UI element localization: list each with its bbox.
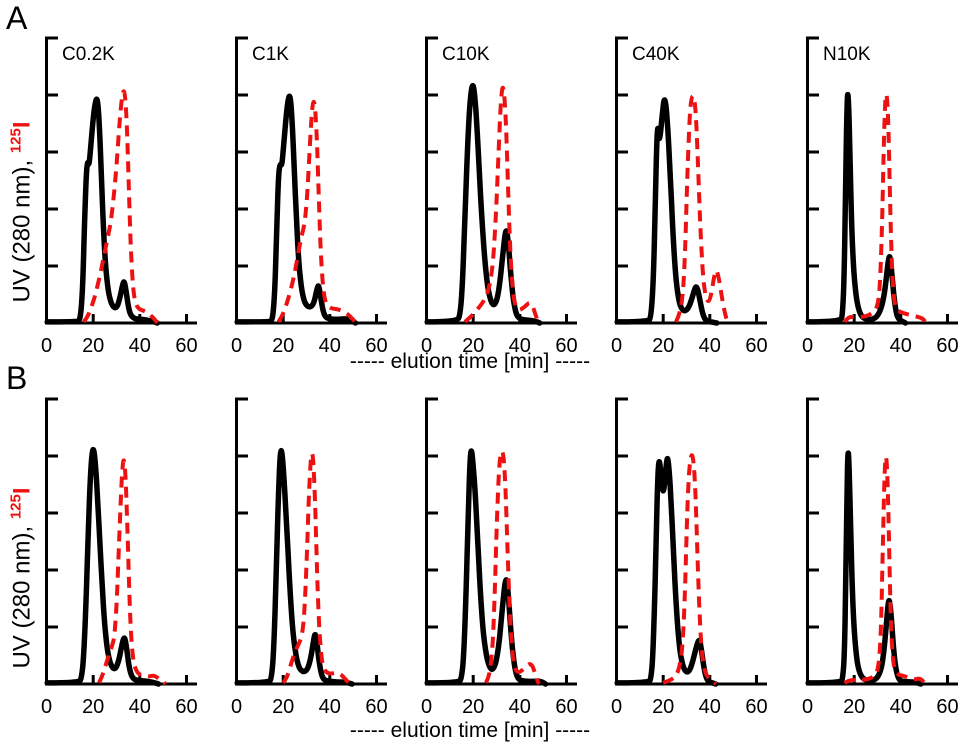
x-tick-label: 60 [936, 696, 958, 718]
x-tick-label: 0 [231, 696, 242, 718]
y-axis-label-iodine: I [8, 121, 36, 129]
x-tick-label: 60 [936, 335, 958, 357]
x-tick-label: 40 [699, 696, 721, 718]
y-axis-label-uv: UV (280 nm), [8, 519, 36, 669]
x-tick-label: 40 [319, 696, 341, 718]
y-axis-label-row-b: UV (280 nm), 125I [8, 487, 37, 668]
x-tick-label: 20 [652, 335, 674, 357]
x-tick-label: 60 [365, 335, 387, 357]
x-tick-label: 20 [272, 335, 294, 357]
x-tick-label: 0 [231, 335, 242, 357]
x-tick-label: 40 [699, 335, 721, 357]
x-tick-label: 40 [319, 335, 341, 357]
panel-title: C1K [252, 44, 289, 65]
x-tick-label: 20 [843, 335, 865, 357]
x-tick-label: 0 [421, 696, 432, 718]
plot-a-n10k: N10K 0 20 40 60 [802, 36, 959, 357]
x-axis-label-row-b: ----- elution time [min] ----- [349, 719, 591, 742]
x-tick-label: 20 [843, 696, 865, 718]
x-tick-label: 0 [421, 335, 432, 357]
panel-title: C10K [442, 44, 490, 65]
y-axis-label-iodine: I [8, 487, 36, 495]
x-tick-label: 40 [890, 696, 912, 718]
panel-b-label: B [6, 360, 28, 396]
x-tick-label: 20 [462, 335, 484, 357]
panel-title: C40K [632, 44, 680, 65]
plot-b-c0.2k: 0 20 40 60 [41, 397, 198, 718]
plot-a-c10k: C10K 0 20 40 60 [421, 36, 578, 357]
plot-a-c0.2k: C0.2K 0 20 40 60 [41, 36, 198, 357]
x-tick-label: 0 [41, 335, 52, 357]
panel-a-label: A [6, 0, 28, 36]
x-tick-label: 0 [611, 696, 622, 718]
x-tick-label: 20 [462, 696, 484, 718]
plot-a-c40k: C40K 0 20 40 60 [611, 36, 768, 357]
x-tick-label: 40 [509, 335, 531, 357]
x-tick-label: 20 [82, 696, 104, 718]
x-tick-label: 60 [365, 696, 387, 718]
x-tick-label: 40 [129, 335, 151, 357]
x-tick-label: 20 [82, 335, 104, 357]
y-axis-label-uv: UV (280 nm), [8, 153, 36, 303]
x-tick-label: 60 [555, 335, 577, 357]
x-tick-label: 60 [555, 696, 577, 718]
x-tick-label: 60 [745, 335, 767, 357]
x-tick-label: 0 [611, 335, 622, 357]
y-axis-label-isotope-number: 125 [7, 494, 25, 520]
plot-b-c1k: 0 20 40 60 [231, 397, 388, 718]
x-tick-label: 40 [509, 696, 531, 718]
x-tick-label: 20 [272, 696, 294, 718]
x-axis-label-row-a: ----- elution time [min] ----- [349, 350, 591, 373]
plot-b-n10k: 0 20 40 60 [802, 397, 959, 718]
plot-a-c1k: C1K 0 20 40 60 [231, 36, 388, 357]
x-tick-label: 60 [175, 696, 197, 718]
plot-b-c40k: 0 20 40 60 [611, 397, 768, 718]
x-tick-label: 0 [41, 696, 52, 718]
x-tick-label: 60 [745, 696, 767, 718]
x-tick-label: 40 [129, 696, 151, 718]
y-axis-label-row-a: UV (280 nm), 125I [8, 121, 37, 302]
x-tick-label: 40 [890, 335, 912, 357]
plot-b-c10k: 0 20 40 60 [421, 397, 578, 718]
x-tick-label: 60 [175, 335, 197, 357]
x-tick-label: 0 [802, 696, 813, 718]
x-tick-label: 20 [652, 696, 674, 718]
panel-title: C0.2K [62, 44, 115, 65]
panel-title: N10K [823, 44, 871, 65]
x-tick-label: 0 [802, 335, 813, 357]
y-axis-label-isotope-number: 125 [7, 128, 25, 154]
